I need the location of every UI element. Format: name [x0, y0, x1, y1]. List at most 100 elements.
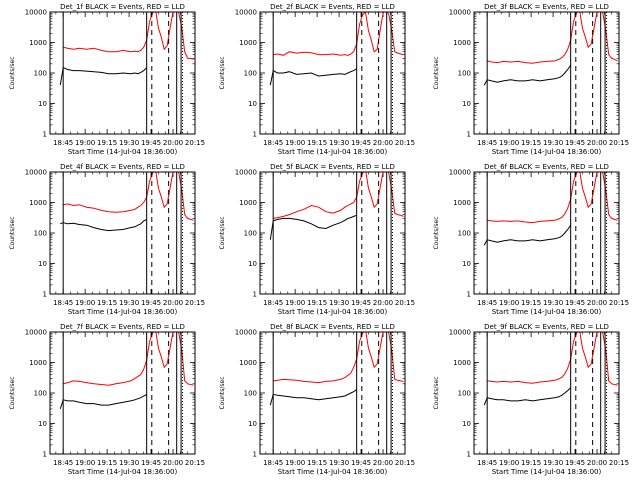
x-tick-label: 19:30: [119, 459, 139, 467]
detector-panel-4: Det_4f BLACK = Events, RED = LLD Counts/s…: [9, 163, 205, 316]
y-axis-label: Counts/sec: [219, 56, 226, 89]
x-tick-label: 18:45: [263, 299, 283, 307]
x-tick-label: 19:00: [499, 299, 519, 307]
lld-trace: [63, 332, 194, 386]
y-tick-label: 100: [244, 230, 257, 238]
panel-title: Det_4f BLACK = Events, RED = LLD: [60, 163, 185, 171]
y-tick-label: 1000: [453, 39, 471, 47]
y-tick-label: 100: [244, 390, 257, 398]
y-tick-label: 1: [253, 131, 257, 139]
y-tick-label: 100: [458, 390, 471, 398]
x-tick-label: 20:00: [373, 139, 393, 147]
x-tick-label: 19:00: [499, 459, 519, 467]
x-tick-label: 19:15: [521, 139, 541, 147]
y-tick-label: 1000: [453, 199, 471, 207]
y-tick-label: 10000: [449, 9, 471, 17]
x-tick-label: 19:00: [285, 139, 305, 147]
x-tick-label: 20:00: [373, 459, 393, 467]
plot-frame: [473, 11, 620, 135]
x-tick-label: 19:15: [521, 299, 541, 307]
x-axis-label: Start Time (14-Jul-04 18:36:00): [278, 148, 388, 156]
x-tick-label: 19:45: [351, 459, 371, 467]
x-tick-label: 18:45: [477, 299, 497, 307]
lld-trace: [63, 172, 194, 221]
y-tick-label: 100: [34, 230, 47, 238]
y-tick-label: 10: [248, 260, 257, 268]
events-trace: [269, 68, 357, 86]
x-tick-label: 20:15: [395, 139, 415, 147]
y-axis-label: Counts/sec: [9, 376, 16, 409]
x-tick-label: 19:30: [543, 459, 563, 467]
x-tick-label: 18:45: [263, 459, 283, 467]
y-tick-label: 100: [244, 70, 257, 78]
x-tick-label: 19:30: [119, 299, 139, 307]
x-tick-label: 19:15: [97, 459, 117, 467]
lld-trace: [487, 12, 618, 64]
x-tick-label: 20:00: [587, 299, 607, 307]
y-axis-label: Counts/sec: [433, 216, 440, 249]
plot-frame: [473, 171, 620, 295]
y-tick-label: 1: [43, 131, 47, 139]
x-tick-label: 19:00: [285, 459, 305, 467]
y-tick-label: 10000: [235, 9, 257, 17]
x-tick-label: 20:15: [609, 299, 629, 307]
x-tick-label: 20:15: [395, 459, 415, 467]
x-tick-label: 19:30: [543, 139, 563, 147]
x-axis-label: Start Time (14-Jul-04 18:36:00): [68, 308, 178, 316]
y-tick-label: 1: [467, 291, 471, 299]
x-tick-label: 19:45: [351, 139, 371, 147]
x-tick-label: 18:45: [53, 459, 73, 467]
panel-title: Det_3f BLACK = Events, RED = LLD: [484, 3, 609, 11]
y-tick-label: 10: [248, 100, 257, 108]
plot-frame: [259, 171, 406, 295]
x-tick-label: 19:30: [329, 139, 349, 147]
y-tick-label: 100: [34, 390, 47, 398]
panel-title: Det_8f BLACK = Events, RED = LLD: [270, 323, 395, 331]
events-trace: [59, 393, 147, 410]
x-tick-label: 18:45: [53, 139, 73, 147]
detector-panel-8: Det_8f BLACK = Events, RED = LLD Counts/s…: [219, 323, 415, 476]
y-tick-label: 10000: [235, 169, 257, 177]
y-tick-label: 10: [462, 420, 471, 428]
detector-panel-7: Det_7f BLACK = Events, RED = LLD Counts/s…: [9, 323, 205, 476]
events-trace: [59, 66, 148, 86]
y-tick-label: 1: [467, 131, 471, 139]
x-tick-label: 20:00: [163, 139, 183, 147]
y-tick-label: 10: [462, 100, 471, 108]
y-tick-label: 1: [43, 451, 47, 459]
x-axis-label: Start Time (14-Jul-04 18:36:00): [278, 468, 388, 476]
x-tick-label: 20:00: [163, 459, 183, 467]
y-tick-label: 10000: [25, 169, 47, 177]
x-tick-label: 19:15: [307, 299, 327, 307]
x-tick-label: 19:30: [543, 299, 563, 307]
x-tick-label: 19:45: [565, 299, 585, 307]
y-tick-label: 10: [462, 260, 471, 268]
y-tick-label: 10000: [235, 329, 257, 337]
events-trace: [269, 214, 357, 240]
x-axis-label: Start Time (14-Jul-04 18:36:00): [68, 148, 178, 156]
x-tick-label: 18:45: [263, 139, 283, 147]
plot-frame: [49, 171, 196, 295]
y-tick-label: 100: [34, 70, 47, 78]
events-trace: [483, 387, 572, 406]
y-tick-label: 10000: [449, 329, 471, 337]
lld-trace: [487, 332, 618, 386]
lld-trace: [487, 172, 618, 224]
x-tick-label: 19:15: [307, 459, 327, 467]
detector-panel-9: Det_9f BLACK = Events, RED = LLD Counts/s…: [433, 323, 629, 476]
x-tick-label: 20:00: [587, 139, 607, 147]
y-tick-label: 10: [38, 260, 47, 268]
x-tick-label: 20:00: [373, 299, 393, 307]
detector-panel-5: Det_5f BLACK = Events, RED = LLD Counts/s…: [219, 163, 415, 316]
lld-trace: [273, 332, 404, 384]
x-tick-label: 18:45: [53, 299, 73, 307]
y-axis-label: Counts/sec: [219, 376, 226, 409]
y-tick-label: 10: [38, 100, 47, 108]
x-tick-label: 19:45: [141, 139, 161, 147]
x-tick-label: 19:45: [141, 459, 161, 467]
y-tick-label: 1: [467, 451, 471, 459]
events-trace: [483, 224, 572, 246]
x-tick-label: 20:15: [185, 299, 205, 307]
detector-panel-2: Det_2f BLACK = Events, RED = LLD Counts/s…: [219, 3, 415, 156]
